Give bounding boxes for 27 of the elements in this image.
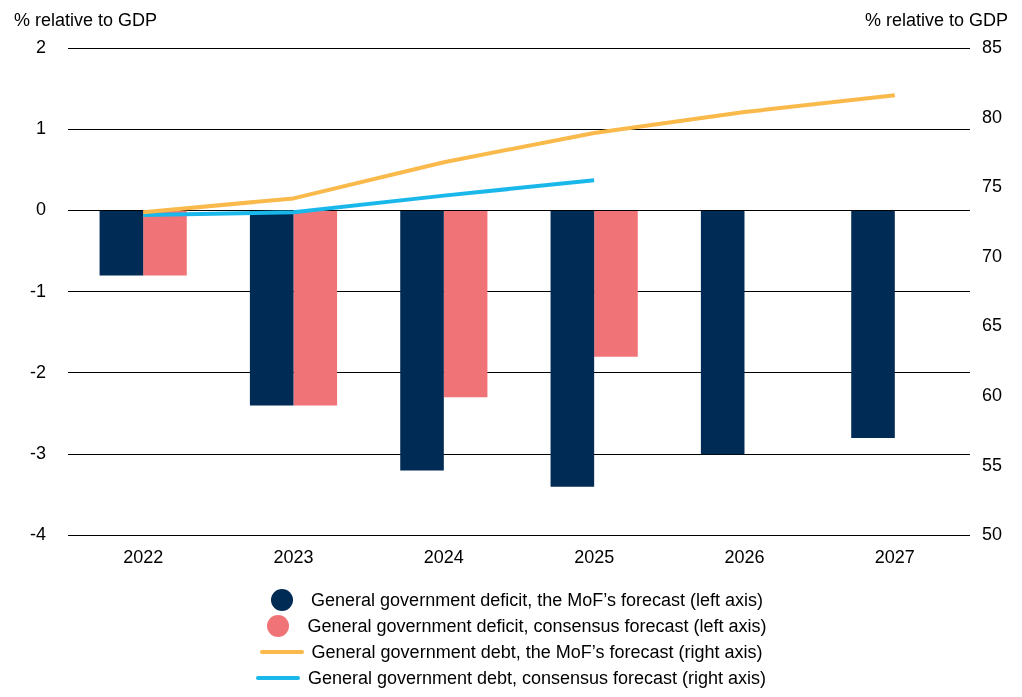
- y-tick-label: -1: [29, 280, 46, 301]
- y-tick-label: -3: [29, 443, 46, 464]
- y2-axis-title: % relative to GDP: [864, 9, 1008, 30]
- y2-tick-label: 65: [981, 315, 1003, 336]
- legend-label: General government deficit, the MoF’s forecast (left axis): [311, 589, 763, 612]
- y2-tick-label: 50: [981, 524, 1003, 545]
- y-tick-label: 1: [35, 118, 46, 139]
- y-tick-label: -2: [29, 361, 46, 382]
- x-tick-label: 2024: [423, 547, 464, 568]
- x-tick-label: 2026: [724, 547, 765, 568]
- y2-tick-label: 70: [981, 245, 1003, 266]
- legend-label: General government debt, consensus forecast (right axis): [307, 667, 767, 690]
- x-tick-label: 2025: [574, 547, 615, 568]
- y2-tick-label: 55: [981, 454, 1003, 475]
- x-tick-label: 2022: [123, 547, 164, 568]
- x-tick-label: 2027: [874, 547, 915, 568]
- y2-tick-label: 75: [981, 176, 1003, 197]
- legend-label: General government debt, the MoF’s forecast (right axis): [311, 641, 763, 664]
- y-tick-label: -4: [29, 524, 46, 545]
- y-axis-title: % relative to GDP: [14, 9, 158, 30]
- x-tick-label: 2023: [273, 547, 314, 568]
- legend-label: General government deficit, consensus forecast (left axis): [307, 615, 767, 638]
- y2-tick-label: 80: [981, 106, 1003, 127]
- y-tick-label: 2: [35, 36, 46, 57]
- y-tick-label: 0: [35, 199, 46, 220]
- y2-tick-label: 85: [981, 36, 1003, 57]
- y2-tick-label: 60: [981, 385, 1003, 406]
